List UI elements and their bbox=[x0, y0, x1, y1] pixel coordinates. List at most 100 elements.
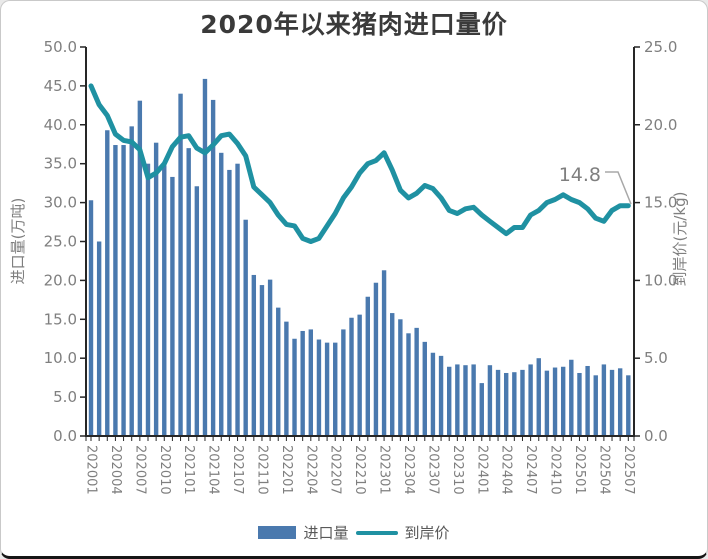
x-axis-label-202001: 202001 bbox=[84, 445, 99, 495]
bar-202010 bbox=[162, 165, 167, 437]
x-axis-label-202107: 202107 bbox=[230, 445, 245, 495]
x-axis-label-202110: 202110 bbox=[254, 445, 269, 495]
bar-202012 bbox=[178, 93, 183, 437]
bar-202211 bbox=[365, 296, 370, 436]
bar-202505 bbox=[609, 369, 615, 436]
bar-202507 bbox=[626, 375, 631, 436]
right-axis-tick-label: 25.0 bbox=[644, 38, 677, 56]
left-axis-tick-label: 45.0 bbox=[44, 77, 77, 95]
x-axis-label-202204: 202204 bbox=[303, 445, 318, 495]
legend-label-cif-price: 到岸价 bbox=[404, 524, 450, 542]
bar-202308 bbox=[438, 355, 444, 436]
right-axis-tick-label: 15.0 bbox=[644, 194, 677, 212]
bar-202401 bbox=[479, 383, 484, 436]
x-axis-label-202407: 202407 bbox=[523, 445, 538, 495]
bar-202112 bbox=[276, 307, 281, 436]
x-axis-label-202404: 202404 bbox=[499, 445, 514, 495]
x-axis-label-202010: 202010 bbox=[157, 445, 172, 495]
bar-202411 bbox=[560, 366, 566, 436]
bar-202307 bbox=[430, 352, 436, 436]
left-axis-tick-label: 40.0 bbox=[44, 116, 77, 134]
bar-202304 bbox=[406, 333, 411, 436]
bar-202210 bbox=[357, 314, 362, 436]
x-axis-label-202304: 202304 bbox=[401, 445, 416, 495]
left-axis-tick-label: 10.0 bbox=[44, 349, 77, 367]
x-axis-label-202410: 202410 bbox=[548, 445, 563, 495]
bar-202207 bbox=[333, 342, 338, 436]
chart-title: 2020年以来猪肉进口量价 bbox=[200, 10, 508, 39]
bar-202202 bbox=[292, 338, 297, 436]
bar-202201 bbox=[284, 321, 289, 436]
left-axis-tick-label: 0.0 bbox=[53, 427, 77, 445]
left-axis-tick-label: 35.0 bbox=[44, 155, 77, 173]
bar-202104 bbox=[210, 99, 216, 437]
bar-202506 bbox=[617, 368, 623, 436]
bar-202309 bbox=[447, 366, 452, 436]
bar-202107 bbox=[235, 163, 240, 436]
bar-202404 bbox=[503, 372, 509, 436]
right-axis-tick-label: 20.0 bbox=[644, 116, 677, 134]
bar-202406 bbox=[520, 369, 525, 436]
left-axis-tick-label: 50.0 bbox=[44, 38, 77, 56]
bar-202303 bbox=[398, 319, 403, 436]
bar-202001 bbox=[88, 200, 94, 436]
legend-swatch-cif-price bbox=[355, 530, 398, 535]
x-axis-label-202310: 202310 bbox=[450, 445, 465, 495]
bar-202005 bbox=[121, 145, 126, 436]
bar-202302 bbox=[390, 313, 395, 436]
bar-202305 bbox=[414, 327, 419, 436]
left-axis-tick-label: 15.0 bbox=[44, 310, 77, 328]
bar-202501 bbox=[577, 372, 582, 436]
bar-202502 bbox=[585, 365, 590, 436]
bar-202409 bbox=[544, 370, 550, 436]
bar-202405 bbox=[512, 372, 517, 436]
right-axis-tick-label: 0.0 bbox=[644, 427, 668, 445]
bar-202503 bbox=[593, 375, 598, 436]
x-axis-label-202101: 202101 bbox=[181, 445, 196, 495]
x-axis-label-202210: 202210 bbox=[352, 445, 367, 495]
bar-202004 bbox=[113, 145, 118, 436]
bar-202011 bbox=[170, 176, 175, 436]
left-axis-tick-label: 30.0 bbox=[44, 194, 77, 212]
bar-202310 bbox=[455, 364, 460, 436]
bar-202102 bbox=[194, 186, 200, 436]
bar-202204 bbox=[308, 329, 314, 436]
bar-202110 bbox=[259, 285, 265, 436]
bar-202103 bbox=[202, 78, 208, 436]
bar-202311 bbox=[463, 365, 468, 436]
annotation-leader-line bbox=[605, 171, 632, 205]
right-axis-tick-label: 10.0 bbox=[644, 271, 677, 289]
bar-202003 bbox=[105, 130, 110, 436]
bar-202006 bbox=[129, 126, 134, 436]
left-axis-tick-label: 20.0 bbox=[44, 271, 77, 289]
bar-202407 bbox=[528, 364, 533, 436]
bar-202410 bbox=[552, 367, 558, 436]
bar-202106 bbox=[227, 169, 232, 436]
bar-202111 bbox=[267, 279, 273, 436]
bar-202306 bbox=[422, 341, 427, 436]
x-axis-label-202504: 202504 bbox=[596, 445, 611, 495]
bar-202002 bbox=[96, 241, 102, 436]
bar-202212 bbox=[373, 282, 379, 436]
bar-202108 bbox=[243, 219, 248, 436]
bar-202203 bbox=[300, 330, 305, 436]
bar-202008 bbox=[145, 163, 151, 436]
bar-202205 bbox=[316, 339, 322, 436]
x-axis-label-202007: 202007 bbox=[132, 445, 147, 495]
bar-202109 bbox=[251, 274, 257, 436]
bar-202209 bbox=[349, 317, 354, 436]
left-axis-tick-label: 5.0 bbox=[53, 388, 77, 406]
chart-legend: 进口量 到岸价 bbox=[1, 522, 707, 543]
left-axis-tick-label: 25.0 bbox=[44, 233, 77, 251]
bar-202504 bbox=[601, 364, 607, 436]
legend-label-import-volume: 进口量 bbox=[303, 524, 349, 542]
x-axis-label-202501: 202501 bbox=[572, 445, 587, 495]
bar-202408 bbox=[536, 358, 541, 436]
x-axis-label-202401: 202401 bbox=[474, 445, 489, 495]
x-axis-label-202507: 202507 bbox=[621, 445, 636, 495]
legend-swatch-import-volume bbox=[258, 526, 297, 539]
bar-202101 bbox=[186, 148, 191, 436]
x-axis-label-202004: 202004 bbox=[108, 445, 123, 495]
